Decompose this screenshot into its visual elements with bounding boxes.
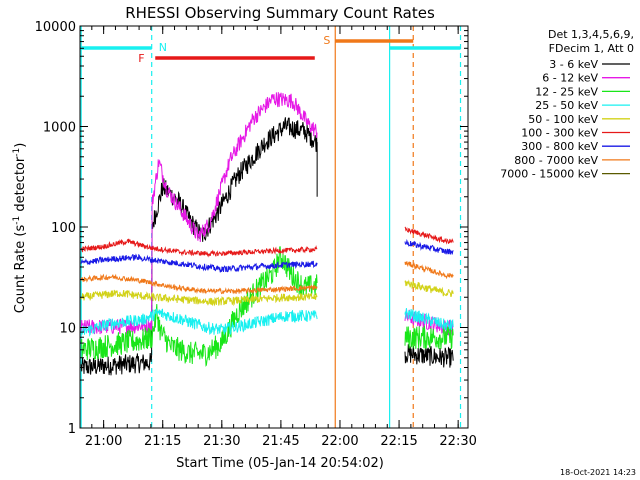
flag-label-s: S — [323, 34, 330, 47]
series-line-6-0 — [80, 253, 318, 273]
series-line-7-1 — [404, 261, 454, 280]
annotation-layer: N F S — [80, 26, 462, 428]
x-tick-label: 21:45 — [262, 434, 299, 449]
y-axis-label: Count Rate (s-1 detector-1) — [12, 143, 28, 314]
legend-label: 6 - 12 keV — [542, 72, 598, 85]
x-tick-label: 21:00 — [85, 434, 122, 449]
series-layer — [80, 92, 454, 376]
x-tick-label: 21:30 — [203, 434, 240, 449]
x-tick-label: 21:15 — [144, 434, 181, 449]
x-axis: 21:00 21:15 21:30 21:45 22:00 22:15 22:30 — [79, 26, 477, 449]
series-line-6-1 — [404, 238, 454, 255]
series-line-2-1 — [404, 325, 454, 350]
y-tick-label: 1 — [68, 422, 76, 437]
series-line-4-0 — [80, 289, 318, 307]
legend-label: 3 - 6 keV — [549, 58, 598, 71]
y-axis: 1 10 100 1000 10000 — [35, 20, 468, 437]
legend-label: 800 - 7000 keV — [514, 154, 598, 167]
flag-label-f: F — [138, 52, 144, 65]
legend-label: 12 - 25 keV — [535, 85, 598, 98]
legend-label: 7000 - 15000 keV — [500, 168, 598, 181]
legend-label: 100 - 300 keV — [521, 127, 598, 140]
x-tick-label: 22:30 — [439, 434, 476, 449]
series-line-3-0 — [80, 308, 318, 338]
x-tick-label: 22:00 — [321, 434, 358, 449]
x-axis-label: Start Time (05-Jan-14 20:54:02) — [176, 456, 384, 471]
series-line-4-1 — [404, 279, 454, 297]
legend-header-line: Det 1,3,4,5,6,9, — [548, 28, 634, 41]
chart-title: RHESSI Observing Summary Count Rates — [125, 4, 435, 22]
y-tick-label: 1000 — [43, 121, 76, 136]
y-tick-label: 10 — [59, 322, 76, 337]
series-line-1-0 — [80, 92, 318, 335]
y-tick-label: 100 — [51, 221, 76, 236]
footer-date: 18-Oct-2021 14:23 — [560, 468, 636, 477]
plot-frame — [79, 25, 469, 429]
legend-label: 300 - 800 keV — [521, 140, 598, 153]
series-line-7-0 — [80, 273, 318, 295]
flag-label-n: N — [159, 41, 167, 54]
series-line-0-1 — [404, 344, 454, 368]
series-line-5-1 — [404, 226, 454, 245]
legend-label: 50 - 100 keV — [528, 113, 598, 126]
series-line-2-0 — [80, 246, 318, 367]
y-tick-label: 10000 — [35, 20, 76, 35]
legend-label: 25 - 50 keV — [535, 99, 598, 112]
series-line-0-0 — [80, 117, 318, 376]
series-line-3-1 — [404, 308, 454, 331]
legend: Det 1,3,4,5,6,9,FDecim 1, Att 0 3 - 6 keV… — [500, 28, 634, 181]
series-line-5-0 — [81, 238, 318, 258]
x-tick-label: 22:15 — [380, 434, 417, 449]
legend-header-line: FDecim 1, Att 0 — [549, 42, 634, 55]
